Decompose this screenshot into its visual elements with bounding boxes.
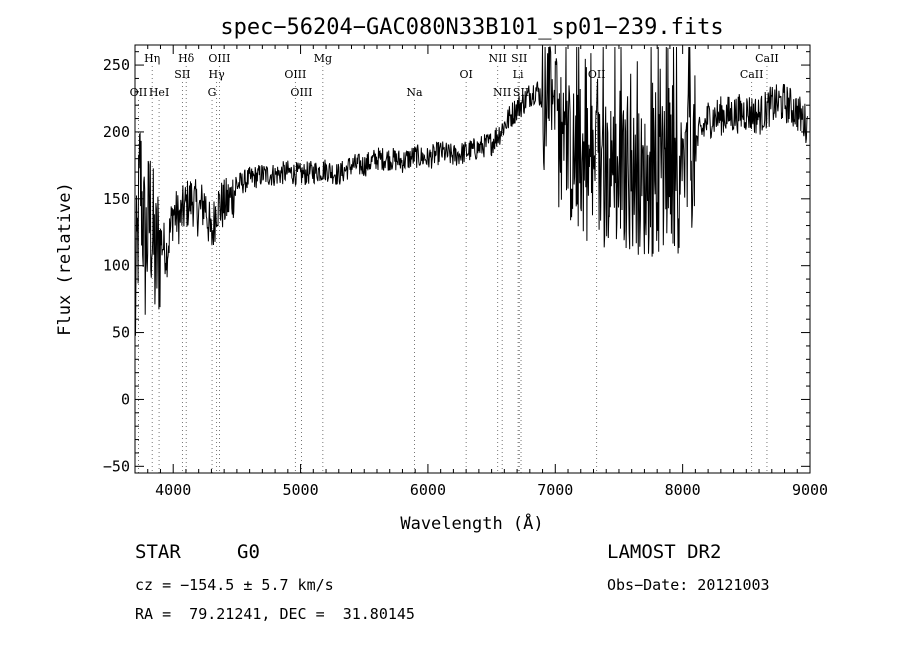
- line-marker-label: CaII: [755, 52, 779, 65]
- y-tick-label: 200: [103, 123, 130, 141]
- x-tick-label: 9000: [792, 481, 828, 499]
- line-marker-label: OIII: [290, 86, 312, 99]
- line-marker-label: NII: [493, 86, 511, 99]
- x-tick-label: 6000: [410, 481, 446, 499]
- spectrum-series: [134, 46, 808, 336]
- line-marker-label: SII: [174, 68, 190, 81]
- line-marker-label: CaII: [740, 68, 764, 81]
- line-marker-label: OIII: [284, 68, 306, 81]
- line-marker-label: Hη: [144, 52, 160, 65]
- line-marker-label: HeI: [149, 86, 169, 99]
- line-marker-label: OI: [459, 68, 472, 81]
- line-marker-label: Hγ: [209, 68, 226, 81]
- y-tick-label: −50: [103, 457, 130, 475]
- line-marker-labels: OII Hη HeI Hδ SII OIII Hγ G OIII OIII Mg Na OI NII NII…: [130, 52, 779, 99]
- y-tick-label: 0: [121, 390, 130, 408]
- line-marker-label: NII: [489, 52, 507, 65]
- line-marker-label: G: [208, 86, 217, 99]
- x-tick-label: 4000: [155, 481, 191, 499]
- y-tick-label: 100: [103, 257, 130, 275]
- line-marker-label: SII: [511, 52, 527, 65]
- x-tick-label: 5000: [283, 481, 319, 499]
- y-tick-label: 250: [103, 56, 130, 74]
- plot-axes: 4000 5000 6000 7000 8000 9000 −50 0 50 100 150 200 2…: [103, 44, 828, 499]
- line-marker-label: Mg: [314, 52, 332, 65]
- x-axis-label: Wavelength (Å): [400, 512, 543, 534]
- y-tick-label: 150: [103, 190, 130, 208]
- line-marker-label: Hδ: [178, 52, 195, 65]
- line-marker-label: OII: [130, 86, 148, 99]
- line-marker-label: OIII: [208, 52, 230, 65]
- coordinates-readout: RA = 79.21241, DEC = 31.80145: [135, 605, 415, 623]
- chart-title: spec−56204−GAC080N33B101_sp01−239.fits: [220, 15, 723, 40]
- x-tick-label: 8000: [665, 481, 701, 499]
- line-marker-label: OII: [588, 68, 606, 81]
- plot-frame: [134, 44, 811, 474]
- x-tick-label: 7000: [537, 481, 573, 499]
- line-marker-label: Na: [406, 86, 423, 99]
- observation-date: Obs−Date: 20121003: [607, 576, 770, 594]
- y-axis-label: Flux (relative): [55, 182, 75, 336]
- spectrum-line: [134, 46, 808, 336]
- line-marker-label: SII: [513, 86, 529, 99]
- object-type: STAR: [135, 541, 181, 563]
- survey-name: LAMOST DR2: [607, 541, 722, 563]
- y-tick-label: 50: [112, 324, 130, 342]
- spectral-subclass: G0: [237, 541, 260, 563]
- line-marker-label: Li: [513, 68, 524, 81]
- redshift-readout: cz = −154.5 ± 5.7 km/s: [135, 576, 334, 594]
- y-axis-label-group: Flux (relative): [55, 182, 75, 336]
